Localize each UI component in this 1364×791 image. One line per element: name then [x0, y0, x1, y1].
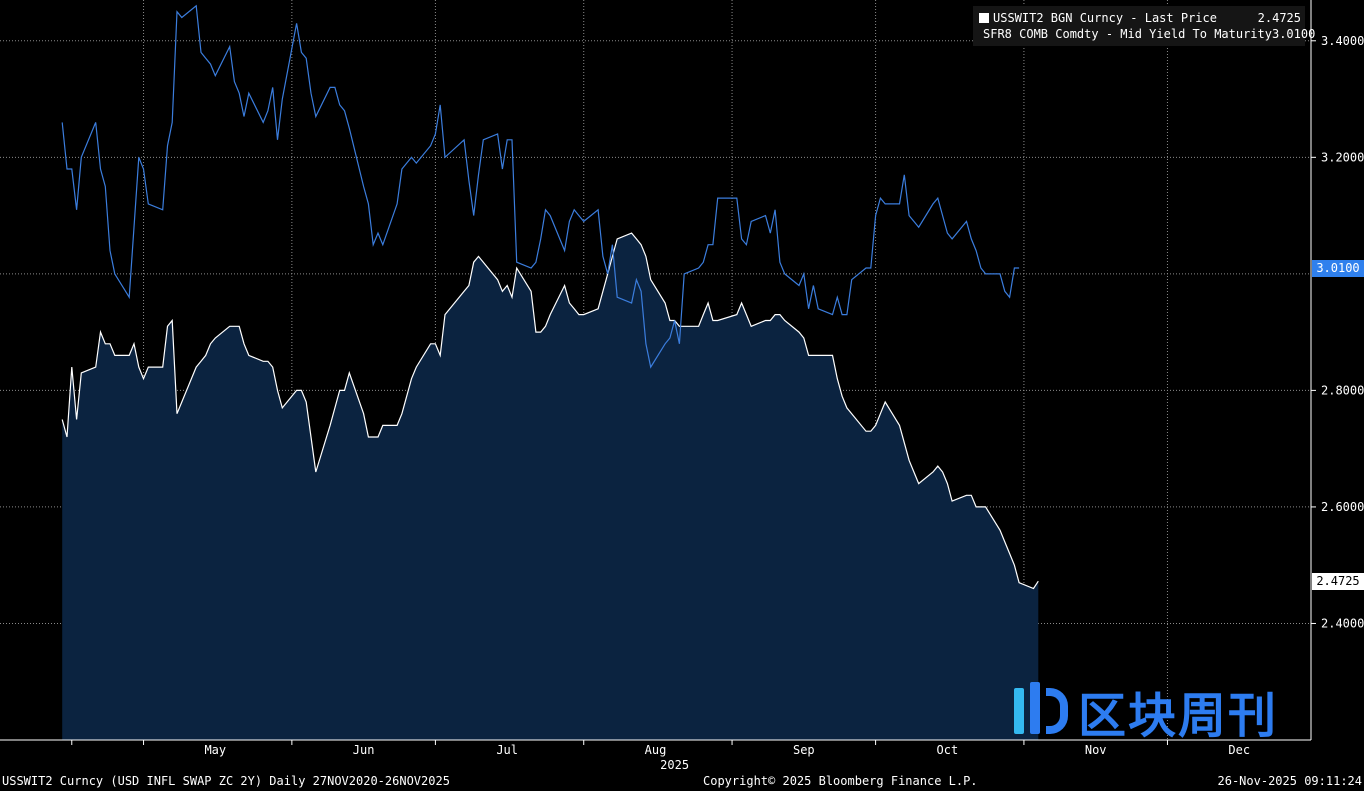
x-month-label: Oct — [937, 743, 959, 757]
legend-row-sfr: SFR8 COMB Comdty - Mid Yield To Maturity… — [979, 26, 1315, 42]
footer-series-info: USSWIT2 Curncy (USD INFL SWAP ZC 2Y) Dai… — [2, 774, 450, 788]
legend-label-ussw: USSWIT2 BGN Curncy - Last Price — [993, 11, 1217, 25]
legend-value-ussw: 2.4725 — [1257, 11, 1301, 25]
footer-timestamp: 26-Nov-2025 09:11:24 — [1217, 774, 1363, 788]
legend-value-sfr: 3.0100 — [1271, 27, 1316, 41]
footer-copyright: Copyright© 2025 Bloomberg Finance L.P. — [703, 774, 978, 788]
x-month-label: Jul — [496, 743, 518, 757]
y-tick-label: 2.6000 — [1321, 500, 1364, 514]
x-month-label: Sep — [793, 743, 815, 757]
watermark-mark-icon — [1012, 682, 1070, 740]
y-tick-label: 3.4000 — [1321, 34, 1364, 48]
x-month-label: Aug — [645, 743, 667, 757]
x-month-label: Nov — [1085, 743, 1107, 757]
legend-label-sfr: SFR8 COMB Comdty - Mid Yield To Maturity — [983, 27, 1272, 41]
y-axis-ticks: 2.4000 2.6000 2.8000 3.2000 3.4000 — [1311, 34, 1364, 630]
last-value-tag-sfr: 3.0100 — [1312, 260, 1364, 278]
x-month-label: Dec — [1228, 743, 1250, 757]
x-month-label: Jun — [353, 743, 375, 757]
legend-row-ussw: USSWIT2 BGN Curncy - Last Price 2.4725 — [979, 10, 1305, 26]
watermark-logo: 区块周刊 — [1012, 676, 1278, 746]
chart-axes — [0, 0, 1312, 741]
legend: USSWIT2 BGN Curncy - Last Price 2.4725 S… — [973, 6, 1315, 46]
x-axis-ticks: May Jun Jul Aug Sep Oct Nov Dec 2025 — [71, 740, 1250, 772]
last-value-tag-ussw: 2.4725 — [1312, 573, 1364, 591]
x-year-label: 2025 — [660, 758, 689, 772]
ussw-area-fill — [62, 233, 1039, 740]
y-tick-label: 2.4000 — [1321, 616, 1364, 630]
y-tick-label: 3.2000 — [1321, 150, 1364, 164]
watermark-text: 区块周刊 — [1078, 688, 1279, 744]
ussw-series-line — [61, 232, 1039, 590]
sfr-series-line — [61, 4, 1020, 369]
y-tick-label: 2.8000 — [1321, 383, 1364, 397]
x-month-label: May — [204, 743, 226, 757]
legend-swatch-ussw — [979, 13, 989, 23]
